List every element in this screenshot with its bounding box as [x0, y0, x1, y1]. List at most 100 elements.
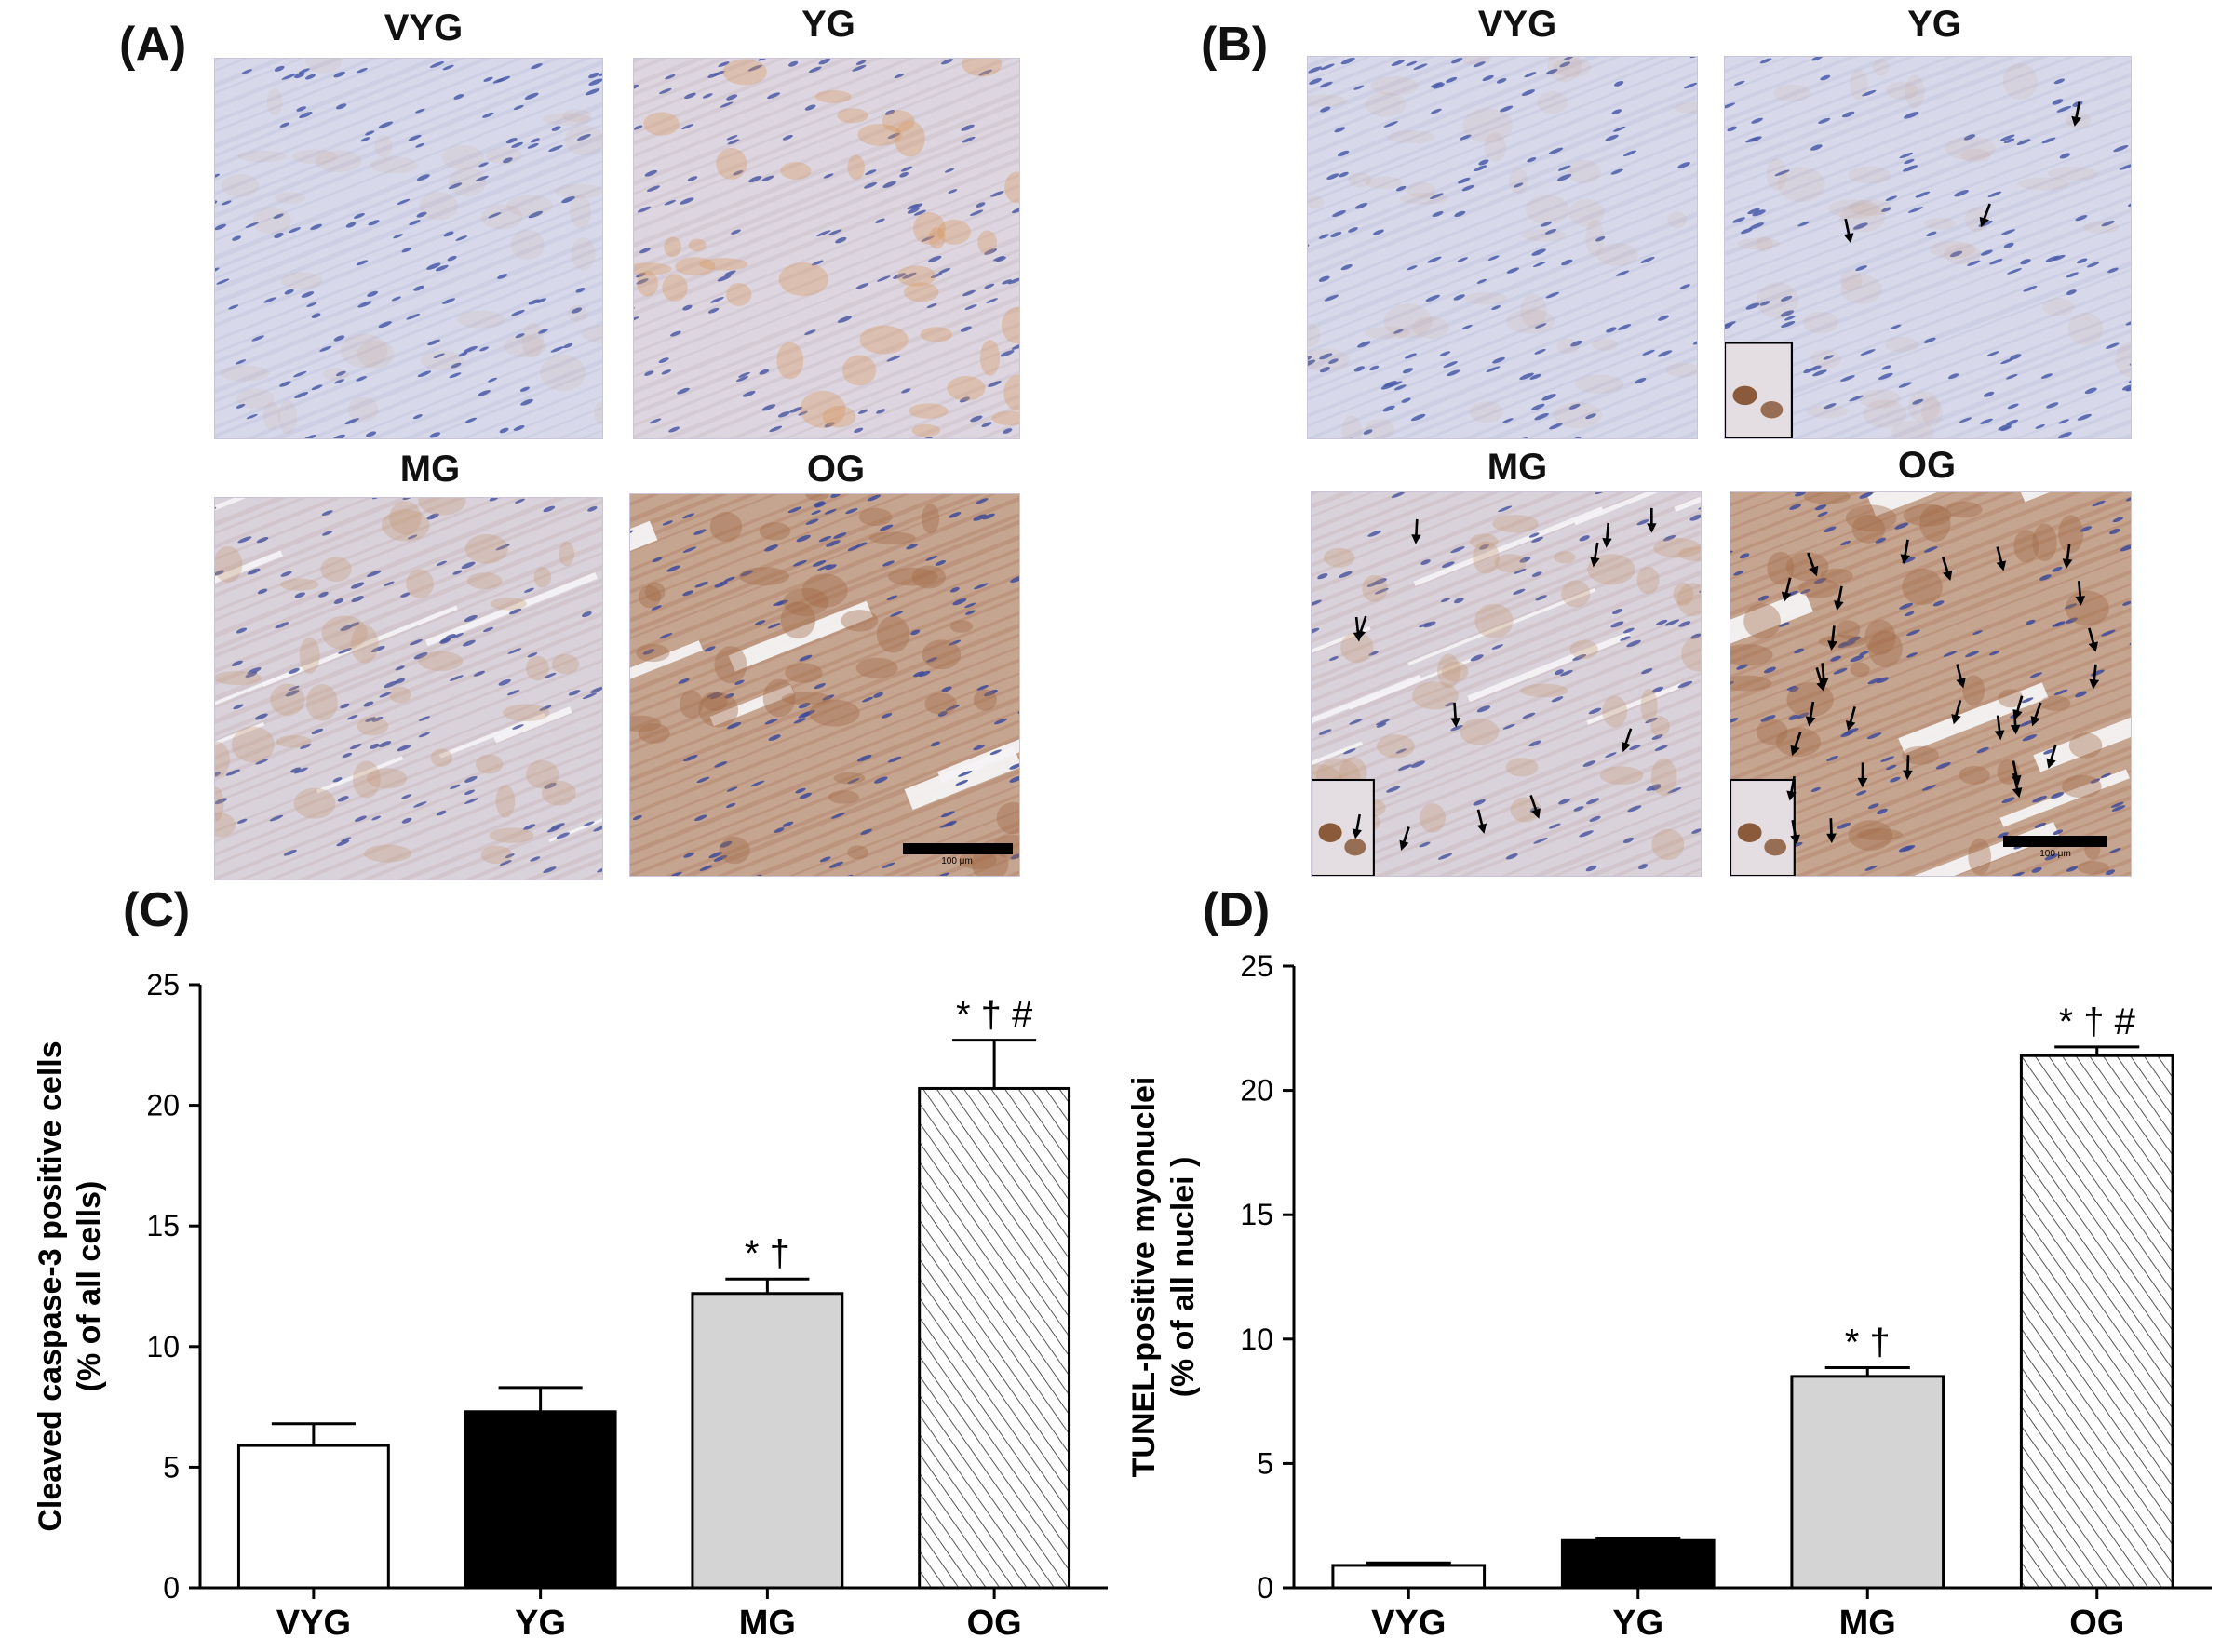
arrow-marker-icon	[1826, 818, 1837, 843]
arrow-marker-icon	[1781, 577, 1792, 602]
y-axis-label: TUNEL-positive myonuclei	[1126, 1077, 1162, 1478]
panel-label-d: (D)	[1203, 883, 1271, 937]
bar	[1560, 1538, 1716, 1590]
micrograph	[214, 497, 603, 880]
arrow-marker-icon	[1996, 546, 2007, 571]
arrow-marker-icon	[1994, 715, 2005, 741]
arrow-marker-icon	[1807, 552, 1819, 577]
image-title: VYG	[384, 7, 464, 48]
y-tick-label: 25	[146, 968, 180, 1001]
arrow-marker-icon	[1845, 706, 1856, 732]
y-tick-label: 0	[163, 1571, 180, 1605]
tissue-texture	[215, 498, 602, 880]
x-tick-label: VYG	[1371, 1604, 1446, 1643]
arrow-marker-icon	[2089, 664, 2100, 690]
panel-label-c: (C)	[123, 883, 191, 937]
arrow-marker-icon	[1843, 218, 1854, 244]
y-axis-label-units: (% of all cells)	[72, 1181, 107, 1392]
significance-label: * † #	[2059, 1001, 2136, 1042]
significance-label: * †	[1845, 1323, 1891, 1363]
y-axis-label-units: (% of all nuclei )	[1165, 1157, 1201, 1398]
bar-chart-tunel: 0 5 10 15 20 25 VYG YG MG * † OG * † # TUNEL-positiv…	[1126, 949, 2212, 1643]
y-tick-label: 10	[1240, 1323, 1273, 1356]
panel-label-a: (A)	[119, 18, 187, 72]
tissue-texture	[1312, 492, 1701, 876]
arrow-marker-icon	[1956, 664, 1966, 689]
arrow-marker-icon	[1621, 728, 1633, 753]
scale-bar-label: 100 μm	[941, 856, 973, 866]
y-tick-label: 5	[1257, 1446, 1273, 1480]
arrow-marker-icon	[2062, 544, 2073, 570]
arrow-marker-icon	[2075, 581, 2086, 606]
micrograph	[1724, 56, 2132, 439]
micrograph	[1311, 491, 1702, 877]
x-tick-label: VYG	[276, 1604, 351, 1643]
arrow-marker-icon	[2046, 744, 2057, 769]
image-title: YG	[801, 4, 855, 45]
image-title: OG	[1897, 445, 1957, 486]
x-tick-label: OG	[2069, 1604, 2124, 1643]
tissue-texture	[634, 59, 1019, 438]
y-tick-label: 10	[146, 1330, 180, 1363]
arrow-marker-icon	[2071, 101, 2082, 127]
scale-bar-label: 100 μm	[2039, 849, 2071, 859]
tissue-texture	[1308, 57, 1697, 438]
bar-chart-caspase: 0 5 10 15 20 25 VYG YG MG * † OG * † # Cleaved caspa…	[33, 968, 1108, 1643]
arrow-marker-icon	[1900, 539, 1911, 565]
bar	[2019, 1054, 2174, 1590]
micrograph	[1307, 56, 1698, 439]
arrow-marker-icon	[1352, 813, 1362, 839]
arrow-marker-icon	[1827, 625, 1837, 651]
arrow-marker-icon	[1450, 702, 1460, 728]
scale-bar	[903, 843, 1013, 854]
tissue-texture	[1730, 492, 2131, 876]
panel-label-b: (B)	[1201, 18, 1269, 72]
arrow-marker-icon	[1805, 701, 1816, 727]
x-tick-label: YG	[515, 1604, 566, 1643]
micrograph	[629, 493, 1020, 877]
arrow-marker-icon	[1786, 775, 1797, 801]
arrow-marker-icon	[1951, 700, 1962, 725]
arrow-marker-icon	[1399, 826, 1410, 851]
image-title: YG	[1907, 4, 1961, 45]
micrograph	[633, 58, 1020, 439]
bar	[1331, 1564, 1487, 1590]
image-title: MG	[399, 449, 461, 490]
y-tick-label: 20	[146, 1089, 180, 1122]
y-tick-label: 0	[1257, 1571, 1273, 1605]
x-tick-label: MG	[1839, 1604, 1896, 1643]
y-tick-label: 15	[146, 1209, 180, 1242]
arrow-marker-icon	[2012, 772, 2023, 799]
x-tick-label: YG	[1612, 1604, 1663, 1643]
y-tick-label: 5	[163, 1450, 180, 1484]
arrow-marker-icon	[1941, 557, 1953, 582]
arrow-marker-icon	[1790, 732, 1802, 757]
arrow-marker-icon	[1857, 762, 1868, 788]
micrograph	[1730, 491, 2132, 877]
bar	[691, 1292, 844, 1590]
arrow-marker-icon	[1647, 507, 1657, 533]
bar	[1790, 1375, 1945, 1590]
x-tick-label: MG	[739, 1604, 796, 1643]
arrow-marker-icon	[2012, 695, 2024, 720]
arrow-marker-icon	[1903, 755, 1913, 781]
bar	[918, 1086, 1071, 1590]
arrow-marker-icon	[2088, 627, 2098, 652]
arrow-marker-icon	[1411, 518, 1421, 544]
arrow-marker-icon	[1602, 522, 1612, 548]
tissue-texture	[1725, 57, 2131, 438]
image-title: OG	[806, 449, 866, 490]
y-axis-label: Cleaved caspase-3 positive cells	[33, 1041, 68, 1531]
image-title: VYG	[1477, 4, 1557, 45]
significance-label: * †	[745, 1233, 790, 1274]
arrow-marker-icon	[1815, 666, 1826, 692]
micrograph	[214, 58, 603, 439]
arrow-marker-icon	[1353, 616, 1364, 642]
arrow-marker-icon	[1979, 203, 1991, 228]
arrow-marker-icon	[2030, 702, 2042, 727]
bar	[464, 1410, 617, 1590]
arrow-marker-icon	[1834, 585, 1844, 611]
y-tick-label: 25	[1240, 949, 1273, 983]
tissue-texture	[630, 494, 1019, 876]
y-tick-label: 20	[1240, 1074, 1273, 1108]
